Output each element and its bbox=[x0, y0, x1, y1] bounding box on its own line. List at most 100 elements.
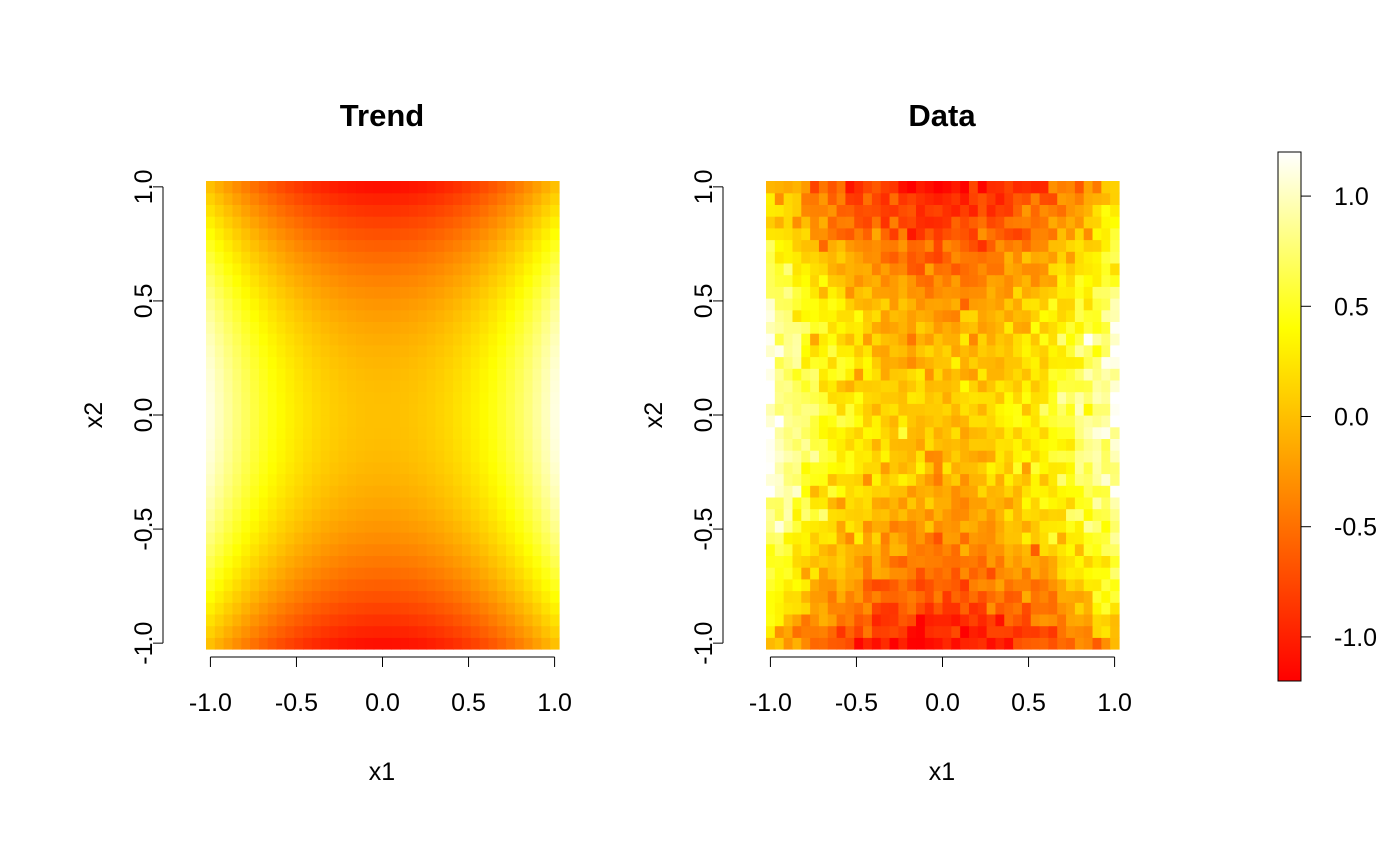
heatmap-cell bbox=[968, 192, 979, 205]
heatmap-cell bbox=[871, 625, 882, 638]
heatmap-cell bbox=[801, 613, 811, 627]
heatmap-cell bbox=[347, 602, 357, 615]
heatmap-cell bbox=[453, 227, 463, 241]
heatmap-cell bbox=[827, 286, 838, 299]
heatmap-cell bbox=[453, 578, 463, 592]
heatmap-cell bbox=[523, 637, 534, 650]
heatmap-cell bbox=[845, 321, 855, 334]
heatmap-cell bbox=[836, 274, 847, 287]
heatmap-cell bbox=[1101, 391, 1111, 404]
heatmap-cell bbox=[1083, 438, 1094, 451]
heatmap-cell bbox=[1074, 508, 1085, 521]
heatmap-cell bbox=[995, 426, 1005, 439]
heatmap-cell bbox=[453, 426, 463, 439]
heatmap-cell bbox=[391, 309, 401, 322]
heatmap-cell bbox=[488, 508, 498, 521]
heatmap-cell bbox=[329, 567, 339, 580]
heatmap-cell bbox=[488, 286, 498, 299]
heatmap-cell bbox=[426, 262, 437, 276]
heatmap-cell bbox=[942, 181, 952, 194]
heatmap-cell bbox=[479, 532, 489, 545]
heatmap-cell bbox=[1021, 262, 1032, 276]
heatmap-cell bbox=[783, 274, 794, 287]
heatmap-cell bbox=[863, 613, 873, 627]
heatmap-cell bbox=[1013, 508, 1023, 521]
heatmap-cell bbox=[479, 602, 489, 615]
heatmap-cell bbox=[311, 391, 322, 404]
heatmap-cell bbox=[854, 485, 864, 498]
heatmap-cell bbox=[924, 520, 935, 533]
heatmap-cell bbox=[1021, 485, 1032, 498]
heatmap-cell bbox=[250, 309, 260, 322]
heatmap-cell bbox=[766, 298, 776, 311]
heatmap-cell bbox=[356, 426, 366, 439]
heatmap-cell bbox=[792, 344, 802, 358]
heatmap-cell bbox=[506, 356, 516, 369]
heatmap-cell bbox=[303, 391, 313, 404]
heatmap-cell bbox=[470, 567, 481, 580]
heatmap-cell bbox=[408, 508, 419, 521]
heatmap-cell bbox=[444, 602, 454, 615]
heatmap-cell bbox=[889, 333, 899, 346]
heatmap-cell bbox=[435, 344, 445, 358]
heatmap-cell bbox=[232, 602, 242, 615]
heatmap-cell bbox=[470, 555, 481, 568]
heatmap-cell bbox=[364, 391, 375, 404]
heatmap-cell bbox=[267, 274, 278, 287]
heatmap-cell bbox=[497, 298, 507, 311]
heatmap-cell bbox=[942, 239, 952, 252]
heatmap-cell bbox=[977, 216, 988, 229]
heatmap-cell bbox=[898, 286, 908, 299]
heatmap-cell bbox=[845, 262, 855, 276]
heatmap-cell bbox=[250, 181, 260, 194]
heatmap-cell bbox=[827, 227, 838, 241]
heatmap-cell bbox=[214, 216, 225, 229]
heatmap-cell bbox=[1030, 426, 1041, 439]
heatmap-cell bbox=[426, 496, 437, 510]
heatmap-cell bbox=[408, 450, 419, 463]
heatmap-cell bbox=[285, 450, 295, 463]
heatmap-cell bbox=[871, 216, 882, 229]
heatmap-cell bbox=[241, 344, 251, 358]
heatmap-cell bbox=[391, 391, 401, 404]
heatmap-cell bbox=[1083, 567, 1094, 580]
heatmap-cell bbox=[514, 274, 525, 287]
heatmap-cell bbox=[783, 520, 794, 533]
heatmap-cell bbox=[329, 473, 339, 486]
heatmap-cell bbox=[294, 415, 304, 428]
heatmap-cell bbox=[241, 473, 251, 486]
heatmap-cell bbox=[977, 262, 988, 276]
heatmap-cell bbox=[373, 204, 384, 217]
heatmap-cell bbox=[285, 625, 295, 638]
heatmap-cell bbox=[924, 216, 935, 229]
heatmap-cell bbox=[907, 379, 917, 393]
heatmap-cell bbox=[1013, 625, 1023, 638]
heatmap-cell bbox=[329, 181, 339, 194]
heatmap-cell bbox=[417, 403, 428, 416]
heatmap-cell bbox=[541, 391, 551, 404]
heatmap-cell bbox=[276, 450, 287, 463]
heatmap-cell bbox=[995, 590, 1005, 603]
heatmap-cell bbox=[417, 426, 428, 439]
heatmap-cell bbox=[801, 496, 811, 510]
heatmap-cell bbox=[889, 438, 899, 451]
heatmap-cell bbox=[479, 496, 489, 510]
heatmap-cell bbox=[338, 625, 348, 638]
heatmap-cell bbox=[347, 567, 357, 580]
heatmap-cell bbox=[400, 192, 410, 205]
heatmap-cell bbox=[550, 321, 560, 334]
heatmap-cell bbox=[364, 473, 375, 486]
heatmap-cell bbox=[497, 204, 507, 217]
heatmap-cell bbox=[232, 379, 242, 393]
heatmap-cell bbox=[356, 227, 366, 241]
heatmap-cell bbox=[871, 555, 882, 568]
heatmap-cell bbox=[898, 555, 908, 568]
heatmap-cell bbox=[250, 637, 260, 650]
heatmap-cell bbox=[214, 543, 225, 556]
heatmap-cell bbox=[907, 192, 917, 205]
heatmap-cell bbox=[364, 450, 375, 463]
heatmap-cell bbox=[347, 555, 357, 568]
heatmap-cell bbox=[444, 543, 454, 556]
heatmap-cell bbox=[267, 543, 278, 556]
heatmap-cell bbox=[285, 613, 295, 627]
